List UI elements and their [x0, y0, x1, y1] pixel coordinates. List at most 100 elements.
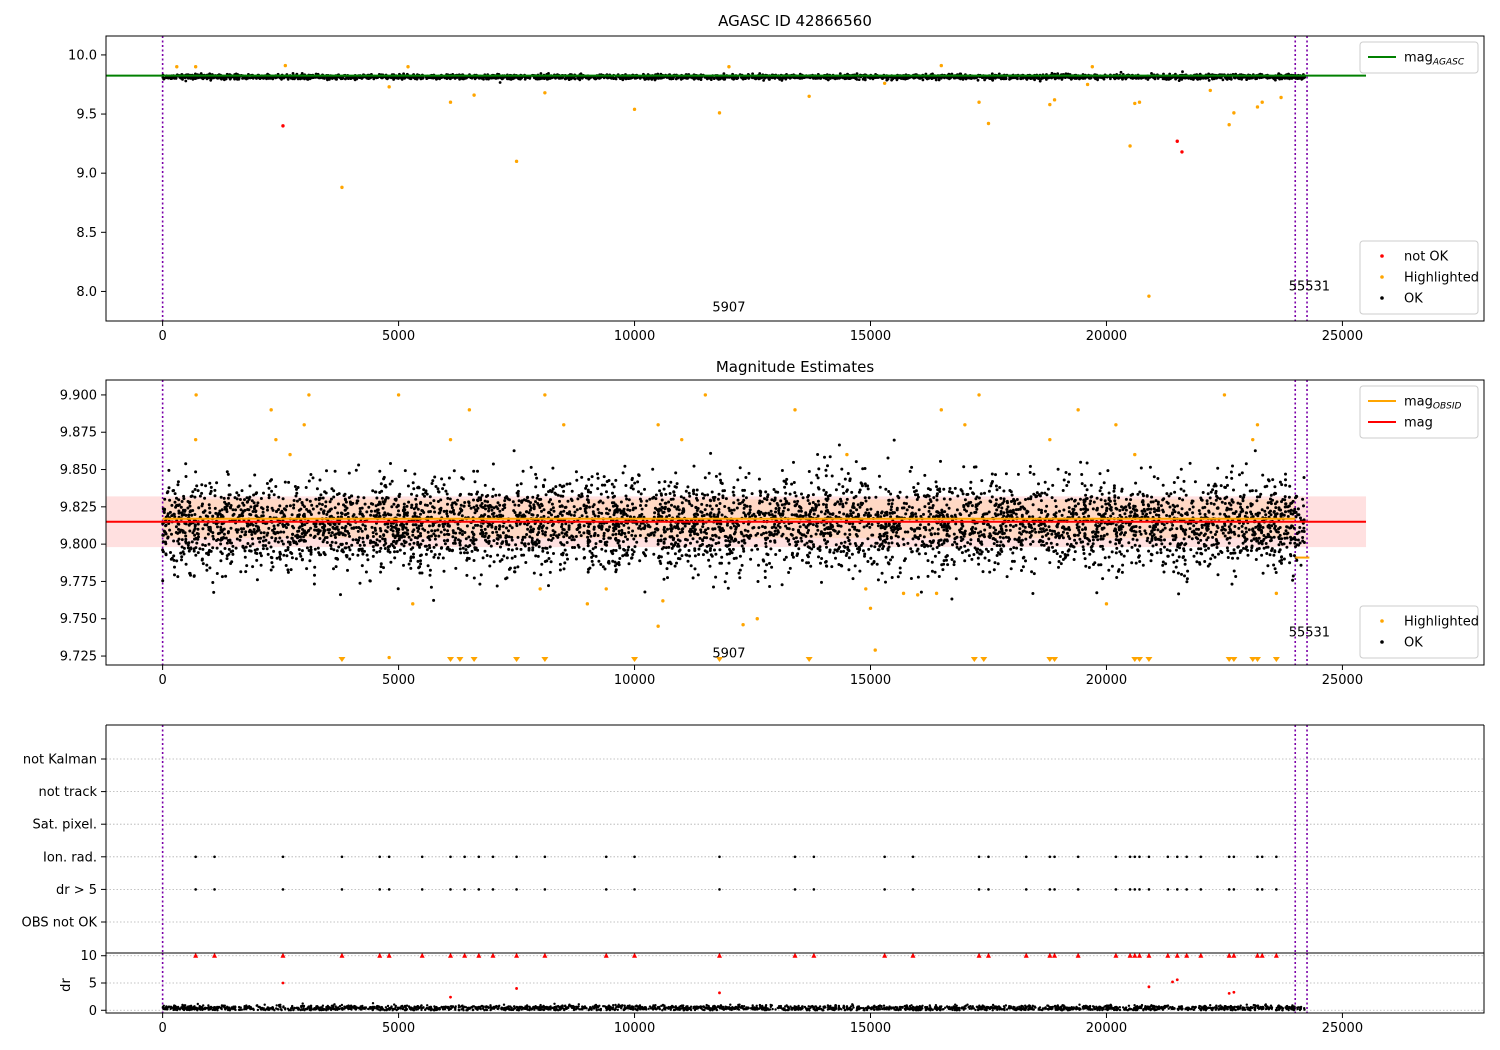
ok-point — [470, 76, 473, 79]
ok-point — [866, 487, 870, 491]
ok-point — [740, 539, 744, 543]
ok-point — [383, 547, 387, 550]
ok-point — [1107, 555, 1111, 559]
ok-point — [907, 505, 911, 509]
ok-point — [1002, 497, 1006, 501]
ok-point — [705, 76, 708, 80]
ok-point — [1033, 78, 1036, 82]
ok-point — [696, 573, 700, 577]
ok-point — [1254, 525, 1258, 529]
ok-point — [1118, 550, 1122, 554]
ok-point — [1274, 78, 1277, 82]
ok-point — [994, 498, 998, 502]
ok-point — [1272, 535, 1276, 539]
ok-point — [1148, 465, 1152, 469]
ok-point — [442, 539, 446, 543]
ok-point — [184, 534, 188, 538]
ok-point — [1299, 563, 1303, 567]
ok-point — [649, 77, 653, 80]
ok-point — [844, 501, 848, 505]
ok-point — [890, 78, 893, 82]
ok-point — [634, 76, 638, 80]
ok-point — [1213, 533, 1217, 536]
ok-point — [212, 590, 216, 594]
x-tick-label: 25000 — [1322, 329, 1363, 344]
ok-point — [1295, 558, 1299, 562]
ok-point — [606, 495, 610, 499]
ok-point — [898, 571, 902, 575]
ok-point — [250, 533, 254, 536]
ok-point — [245, 496, 249, 500]
ok-point — [659, 538, 663, 542]
ok-point — [426, 76, 429, 80]
ok-point — [1079, 508, 1083, 511]
ok-point — [820, 580, 823, 584]
ok-point — [388, 482, 392, 486]
ok-point — [730, 76, 734, 80]
ok-point — [1044, 509, 1047, 513]
ok-point — [1138, 560, 1142, 563]
ok-point — [450, 506, 454, 510]
ok-point — [726, 586, 730, 590]
ok-point — [1101, 76, 1105, 80]
ok-point — [998, 535, 1002, 539]
ok-point — [624, 494, 628, 498]
ok-point — [877, 474, 881, 478]
ok-point — [463, 501, 467, 504]
ok-point — [575, 478, 579, 482]
ok-point — [727, 561, 731, 565]
ok-point — [928, 506, 932, 510]
ok-point — [861, 77, 865, 81]
ok-point — [1085, 488, 1089, 492]
ok-point — [894, 76, 898, 79]
ok-point — [325, 76, 329, 80]
ok-point — [823, 532, 827, 535]
ok-point — [597, 514, 600, 518]
ok-point — [409, 538, 413, 542]
ok-point — [1029, 542, 1033, 546]
ok-point — [677, 508, 681, 512]
ok-point — [320, 503, 324, 506]
ok-point — [1219, 484, 1223, 488]
ok-point — [1163, 545, 1166, 549]
ok-point — [969, 542, 972, 546]
ok-point — [622, 547, 626, 551]
ok-point — [991, 78, 995, 82]
ok-point — [805, 541, 809, 545]
ok-point — [902, 543, 906, 546]
ok-point — [573, 546, 577, 549]
ok-point — [410, 506, 413, 509]
ok-point — [1150, 72, 1153, 75]
ok-point — [564, 77, 567, 80]
middle-chart-title: Magnitude Estimates — [716, 358, 874, 376]
ok-point — [383, 511, 387, 515]
ok-point — [319, 493, 323, 497]
ok-point — [1093, 76, 1097, 80]
ok-point — [741, 494, 745, 498]
ok-point — [819, 561, 822, 565]
ok-point — [662, 577, 666, 581]
ok-point — [294, 557, 298, 561]
ok-point — [1156, 528, 1160, 532]
ok-point — [544, 530, 547, 534]
ok-point — [953, 486, 957, 490]
ok-point — [740, 544, 744, 548]
ok-point — [948, 76, 952, 80]
ok-point — [742, 547, 745, 551]
ok-point — [235, 491, 239, 495]
ok-point — [867, 511, 871, 515]
ok-point — [371, 535, 375, 538]
ok-point — [1067, 472, 1071, 476]
ok-point — [1048, 529, 1052, 532]
ok-point — [318, 478, 322, 482]
ok-point — [1150, 495, 1154, 499]
ok-point — [1143, 529, 1147, 533]
point-highlighted — [717, 111, 722, 115]
ok-point — [1055, 543, 1059, 546]
ok-point — [700, 502, 704, 506]
ok-point — [382, 566, 385, 570]
y-tick-label: 9.0 — [76, 167, 97, 182]
ok-point — [335, 77, 338, 81]
ok-point — [499, 76, 503, 80]
ok-point — [797, 76, 801, 79]
